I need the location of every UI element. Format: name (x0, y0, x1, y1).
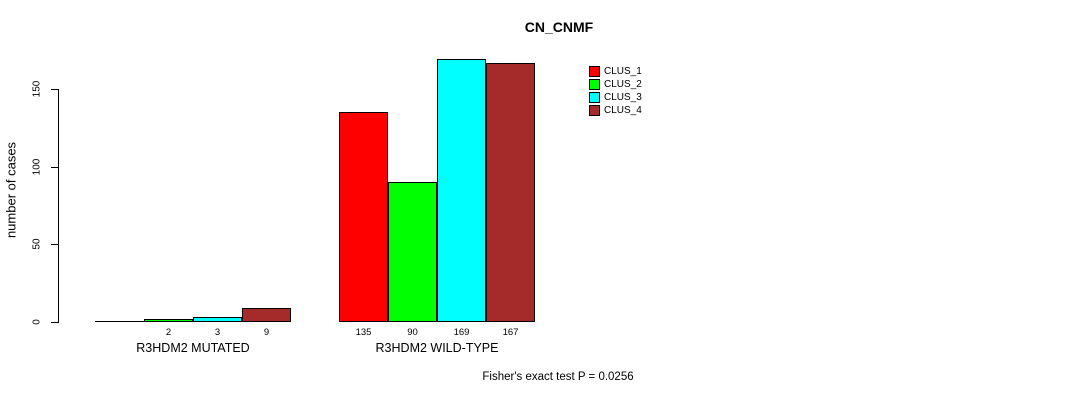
bar-clus_1 (339, 112, 388, 322)
legend-swatch-clus_4 (589, 105, 600, 116)
bar-value-label: 167 (502, 327, 519, 338)
category-label: R3HDM2 MUTATED (136, 341, 250, 355)
bar-value-label: 135 (355, 327, 372, 338)
bar-clus_2 (144, 319, 193, 322)
bar-clus_2 (388, 182, 437, 322)
category-label: R3HDM2 WILD-TYPE (375, 341, 499, 355)
bar-value-label: 169 (453, 327, 470, 338)
y-axis-tick-label-text: 50 (31, 238, 43, 250)
legend-label: CLUS_1 (604, 66, 642, 77)
legend-swatch-clus_3 (589, 92, 600, 103)
y-axis-tick (51, 322, 58, 323)
bar-clus_3 (193, 317, 242, 322)
y-axis-tick (51, 89, 58, 90)
chart-title: CN_CNMF (524, 19, 594, 35)
bar-clus_4 (486, 63, 535, 322)
y-axis-tick (51, 167, 58, 168)
bar-value-label: 2 (165, 327, 172, 338)
y-axis-tick-label-text: 0 (31, 319, 43, 325)
bar-clus_1-zero (95, 321, 144, 322)
bar-clus_3 (437, 59, 486, 322)
legend-label: CLUS_3 (604, 92, 642, 103)
y-axis-tick-label-text: 150 (31, 80, 43, 98)
y-axis-title-text: number of cases (3, 141, 19, 239)
bar-value-label: 3 (214, 327, 221, 338)
legend-label: CLUS_4 (604, 105, 642, 116)
y-axis-tick-label-text: 100 (31, 158, 43, 176)
bar-clus_4 (242, 308, 291, 322)
y-axis-tick (51, 244, 58, 245)
legend-swatch-clus_1 (589, 66, 600, 77)
fisher-test-annotation: Fisher's exact test P = 0.0256 (482, 371, 634, 383)
legend-label: CLUS_2 (604, 79, 642, 90)
y-axis-line (58, 89, 59, 323)
legend-swatch-clus_2 (589, 79, 600, 90)
bar-value-label: 9 (263, 327, 270, 338)
bar-value-label: 90 (407, 327, 418, 338)
